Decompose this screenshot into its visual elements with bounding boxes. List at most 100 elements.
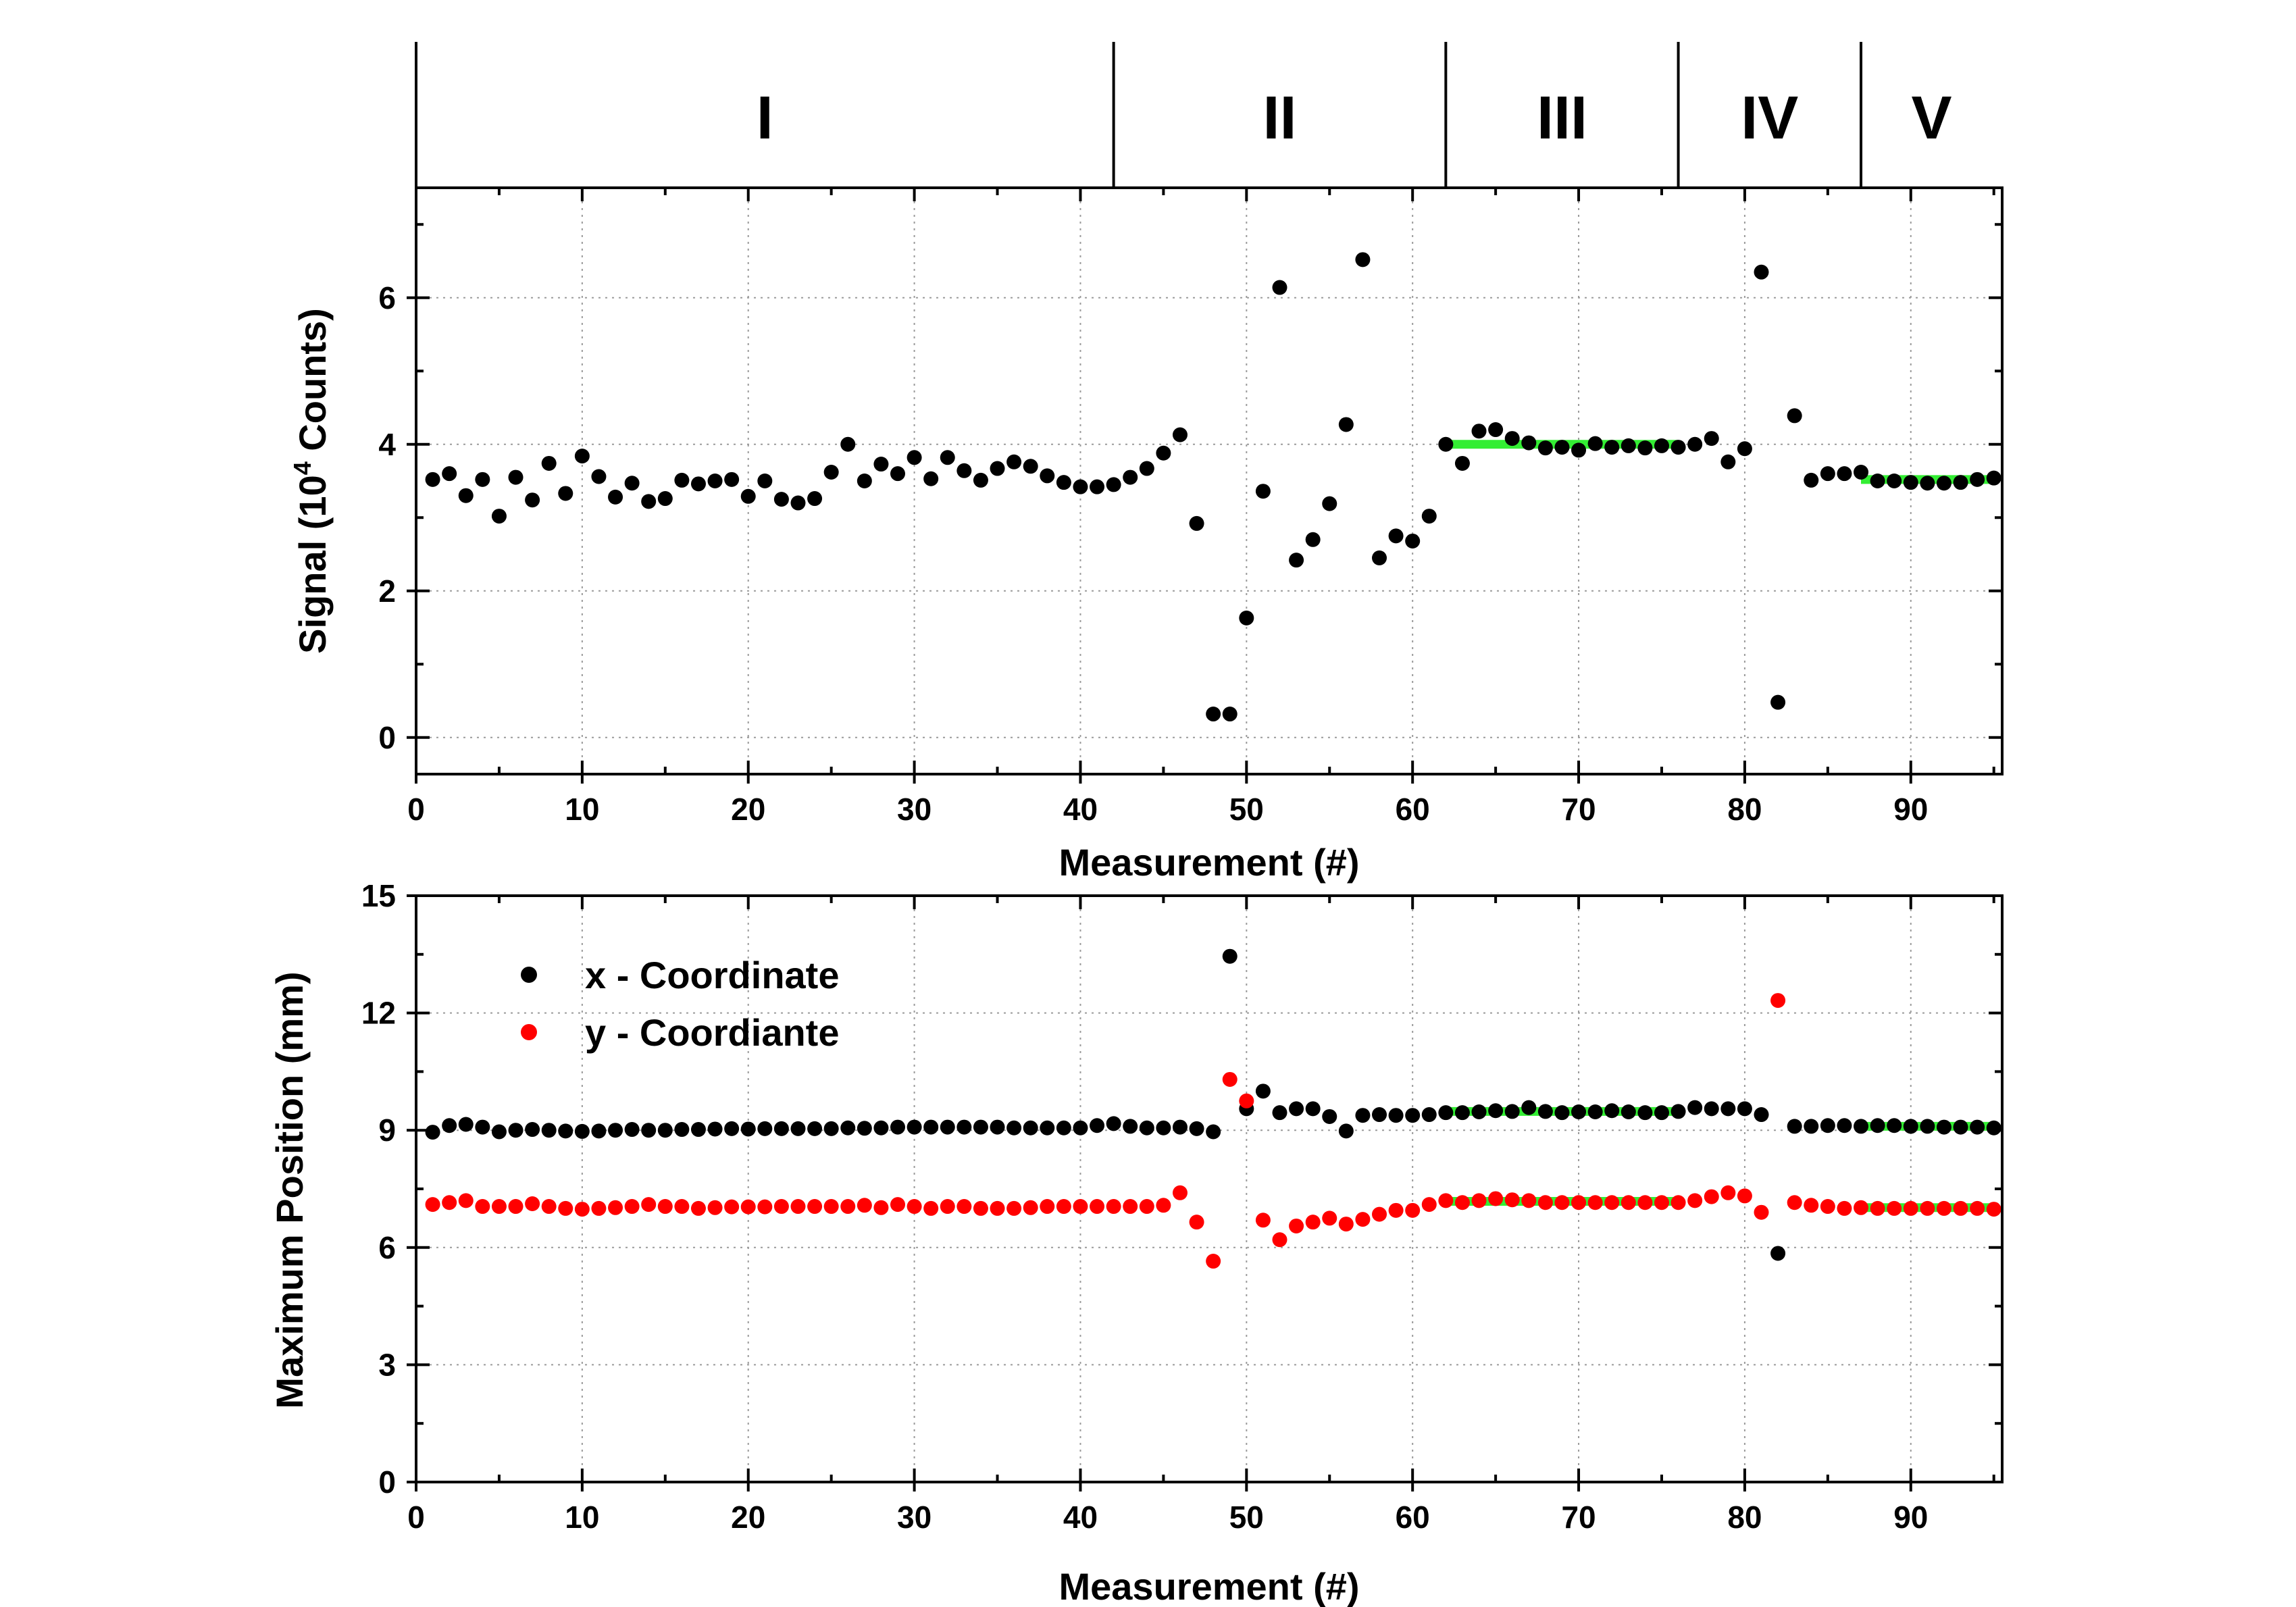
position-point-y [1040,1199,1055,1215]
position-legend: x - Coordinate y - Coordiante [521,954,839,1054]
signal-y-axis-title-tail: Counts) [291,308,334,461]
position-point-y [574,1202,590,1217]
position-point-y [1554,1195,1570,1210]
signal-point-signal [923,471,939,486]
signal-point-signal [1554,440,1570,455]
signal-point-signal [1206,707,1221,722]
position-point-y [508,1199,524,1215]
signal-point-signal [1255,484,1271,499]
signal-point-signal [1587,436,1603,451]
position-point-x [1604,1103,1620,1119]
signal-x-tick-label: 80 [1727,792,1762,827]
position-point-x [1854,1119,1869,1134]
position-point-y [1837,1200,1852,1216]
position-point-y [1870,1200,1885,1216]
position-point-x [591,1123,607,1139]
position-point-y [1355,1212,1371,1227]
position-point-x [1754,1107,1769,1123]
signal-x-tick-label: 50 [1229,792,1264,827]
position-point-y [1936,1200,1951,1216]
signal-point-signal [990,461,1005,476]
position-point-x [624,1122,640,1138]
position-point-x [1421,1107,1437,1123]
signal-point-signal [1239,610,1254,626]
position-point-x [458,1117,474,1132]
signal-plot-frame [415,186,2004,775]
signal-point-signal [1854,464,1869,480]
position-point-x [1139,1120,1154,1136]
signal-point-signal [1870,474,1885,488]
signal-point-signal [757,474,773,488]
signal-x-tick-label: 20 [731,792,765,827]
position-point-x [1704,1101,1719,1117]
signal-point-signal [624,476,640,491]
position-point-y [1920,1200,1935,1216]
position-point-y [1073,1199,1088,1215]
position-point-x [1222,948,1238,964]
position-point-y [1488,1191,1504,1206]
position-point-y [1023,1200,1038,1215]
signal-point-signal [873,457,889,472]
position-point-x [1206,1124,1221,1140]
signal-point-signal [1953,475,1968,490]
signal-point-signal [508,469,524,485]
position-point-x [1887,1118,1902,1133]
position-point-x [1090,1118,1105,1133]
position-point-y [641,1197,657,1213]
position-point-x [1040,1120,1055,1136]
position-point-y [1156,1198,1171,1213]
signal-point-signal [1355,252,1371,267]
position-point-y [923,1200,939,1216]
signal-point-signal [442,466,457,482]
signal-point-signal [491,509,507,524]
position-point-x [1670,1104,1686,1119]
position-point-y [1090,1199,1105,1215]
position-point-y [740,1199,756,1215]
region-label-I: I [757,84,773,152]
position-point-x [1255,1083,1271,1099]
position-point-x [1305,1101,1321,1117]
position-point-y [840,1199,856,1215]
signal-point-signal [1837,466,1852,482]
position-point-x [1970,1119,1985,1135]
position-y-axis-title: Maximum Position (mm) [268,971,311,1408]
position-point-x [757,1121,773,1136]
position-point-x [1006,1120,1022,1136]
position-point-y [973,1200,988,1216]
signal-point-signal [840,436,856,452]
signal-point-signal [1123,469,1138,485]
signal-point-signal [790,495,806,511]
position-x-tick-label: 80 [1727,1500,1762,1535]
legend-marker-y-coordinate [521,1024,537,1040]
signal-point-signal [1704,431,1719,447]
position-point-y [1621,1195,1636,1210]
position-point-x [1804,1119,1819,1134]
legend-marker-x-coordinate [521,967,537,983]
signal-point-signal [1754,264,1769,280]
signal-point-signal [1571,442,1587,458]
position-point-x [807,1121,823,1136]
position-point-x [1172,1119,1188,1135]
position-point-x [1189,1121,1204,1136]
signal-point-signal [1073,479,1088,494]
signal-point-signal [1056,475,1071,490]
position-point-x [840,1120,856,1136]
position-point-y [1970,1200,1985,1216]
signal-point-signal [1903,475,1918,490]
position-points [425,948,2001,1269]
signal-point-signal [707,474,723,488]
signal-point-signal [1405,533,1421,549]
signal-point-signal [558,486,573,501]
position-point-x [1322,1108,1337,1124]
signal-y-tick-label: 6 [378,280,396,315]
position-y-tick-label: 9 [378,1113,396,1148]
position-point-y [608,1200,623,1215]
signal-point-signal [724,471,740,487]
position-point-y [1255,1213,1271,1228]
position-point-x [724,1121,740,1136]
position-point-x [1587,1104,1603,1120]
position-point-x [1687,1100,1703,1115]
position-point-x [541,1123,557,1138]
position-point-x [973,1119,988,1135]
